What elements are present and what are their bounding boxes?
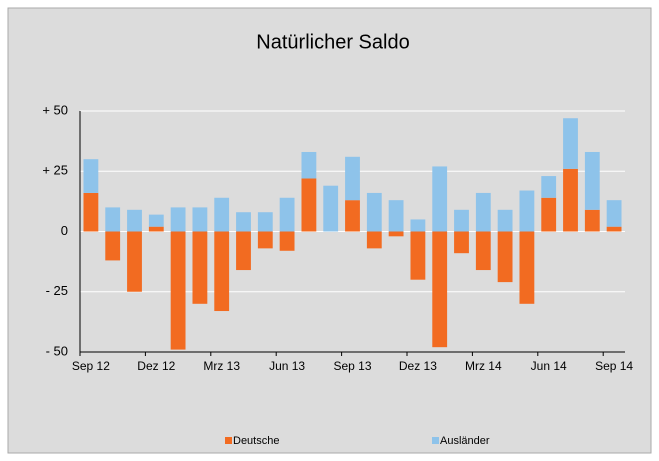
bar	[454, 209, 469, 232]
bar	[170, 231, 186, 350]
bar	[148, 214, 164, 227]
x-tick-label: Sep 12	[72, 359, 110, 373]
x-tick-label: Sep 13	[333, 359, 371, 373]
bar	[214, 231, 230, 312]
bar	[127, 209, 142, 232]
y-tick-label: - 50	[46, 343, 68, 358]
bar	[323, 185, 339, 232]
y-tick-label: 0	[61, 223, 68, 238]
x-tick-label: Dez 12	[137, 359, 175, 373]
chart-title: Natürlicher Saldo	[256, 31, 409, 53]
x-tick-label: Sep 14	[595, 359, 633, 373]
bar	[410, 231, 426, 280]
bar	[279, 197, 295, 232]
bar	[345, 156, 360, 201]
bar	[105, 231, 121, 261]
bar	[497, 209, 513, 232]
x-tick-label: Dez 13	[399, 359, 437, 373]
x-tick-label: Jun 13	[269, 359, 305, 373]
bar	[127, 231, 142, 292]
bar	[606, 226, 622, 232]
bar	[366, 192, 382, 232]
bar	[519, 190, 535, 232]
bar	[410, 219, 426, 232]
bar	[475, 192, 491, 232]
bar	[192, 231, 208, 304]
x-tick-label: Mrz 14	[465, 359, 502, 373]
y-tick-label: + 50	[42, 102, 68, 117]
bar	[454, 231, 469, 254]
bar	[388, 231, 404, 237]
bar	[541, 176, 557, 198]
bar	[366, 231, 382, 249]
y-tick-label: - 25	[46, 283, 68, 298]
bar	[563, 168, 578, 232]
bar	[388, 200, 404, 232]
legend-swatch	[225, 437, 232, 444]
bar	[475, 231, 491, 271]
bar	[257, 212, 273, 232]
bar	[214, 197, 230, 232]
bar	[432, 166, 448, 232]
y-tick-label: + 25	[42, 163, 68, 178]
bar	[279, 231, 295, 251]
legend-swatch	[432, 437, 439, 444]
bar	[606, 200, 622, 227]
bar	[432, 231, 448, 348]
bar	[83, 159, 99, 193]
bar	[541, 197, 557, 232]
bar	[236, 231, 251, 271]
bar	[148, 226, 164, 232]
bar	[257, 231, 273, 249]
bar	[192, 207, 208, 232]
bar	[563, 118, 578, 169]
bar	[584, 209, 600, 232]
bar	[83, 192, 99, 232]
bar	[497, 231, 513, 283]
bar	[584, 151, 600, 210]
x-tick-label: Jun 14	[531, 359, 567, 373]
bar	[345, 200, 360, 232]
x-tick-label: Mrz 13	[203, 359, 240, 373]
bar	[301, 151, 317, 179]
legend-label: Ausländer	[440, 435, 490, 447]
bar	[519, 231, 535, 304]
bar	[105, 207, 121, 232]
bar	[236, 212, 251, 232]
bar	[301, 178, 317, 232]
legend-label: Deutsche	[233, 435, 279, 447]
bar	[170, 207, 186, 232]
